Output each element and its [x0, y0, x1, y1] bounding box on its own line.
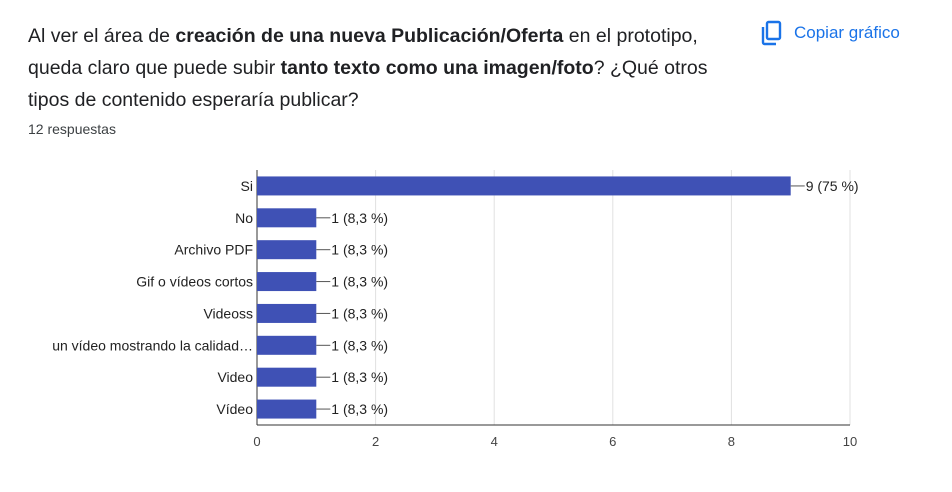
- category-label: Videoss: [203, 305, 253, 321]
- category-label: Gif o vídeos cortos: [136, 274, 253, 290]
- question-text: Al ver el área de: [28, 25, 176, 47]
- bar: [257, 176, 791, 196]
- data-label: 1 (8,3 %): [331, 305, 388, 321]
- bar: [257, 335, 317, 355]
- bar: [257, 367, 317, 387]
- data-label: 9 (75 %): [806, 178, 859, 194]
- data-label: 1 (8,3 %): [331, 274, 388, 290]
- question-text: ? ¿Qué otros tipos de contenido esperarí…: [28, 57, 708, 111]
- bar: [257, 272, 317, 292]
- copy-icon: [760, 20, 782, 46]
- data-label: 1 (8,3 %): [331, 242, 388, 258]
- question-text: en el prototipo, queda claro que puede s…: [28, 25, 698, 79]
- x-tick-label: 2: [372, 434, 379, 449]
- copy-chart-button[interactable]: Copiar gráfico: [760, 16, 900, 50]
- bar: [257, 303, 317, 323]
- category-label: Video: [217, 369, 253, 385]
- question-title: Al ver el área de creación de una nueva …: [28, 20, 728, 116]
- data-label: 1 (8,3 %): [331, 401, 388, 417]
- copy-chart-label: Copiar gráfico: [794, 23, 900, 42]
- data-label: 1 (8,3 %): [331, 210, 388, 226]
- category-label: un vídeo mostrando la calidad…: [52, 337, 253, 353]
- x-tick-label: 6: [609, 434, 616, 449]
- question-emphasis: creación de una nueva Publicación/Oferta: [175, 25, 564, 47]
- bar: [257, 208, 317, 228]
- x-tick-label: 4: [491, 434, 498, 449]
- x-tick-label: 0: [253, 434, 260, 449]
- x-tick-label: 10: [843, 434, 857, 449]
- x-tick-label: 8: [728, 434, 735, 449]
- bar: [257, 399, 317, 419]
- category-label: Vídeo: [216, 401, 253, 417]
- question-emphasis: tanto texto como una imagen/foto: [280, 57, 594, 79]
- bar: [257, 240, 317, 260]
- data-label: 1 (8,3 %): [331, 369, 388, 385]
- category-label: Archivo PDF: [174, 242, 253, 258]
- category-label: Si: [241, 178, 253, 194]
- data-label: 1 (8,3 %): [331, 337, 388, 353]
- category-label: No: [235, 210, 253, 226]
- response-count: 12 respuestas: [28, 121, 116, 137]
